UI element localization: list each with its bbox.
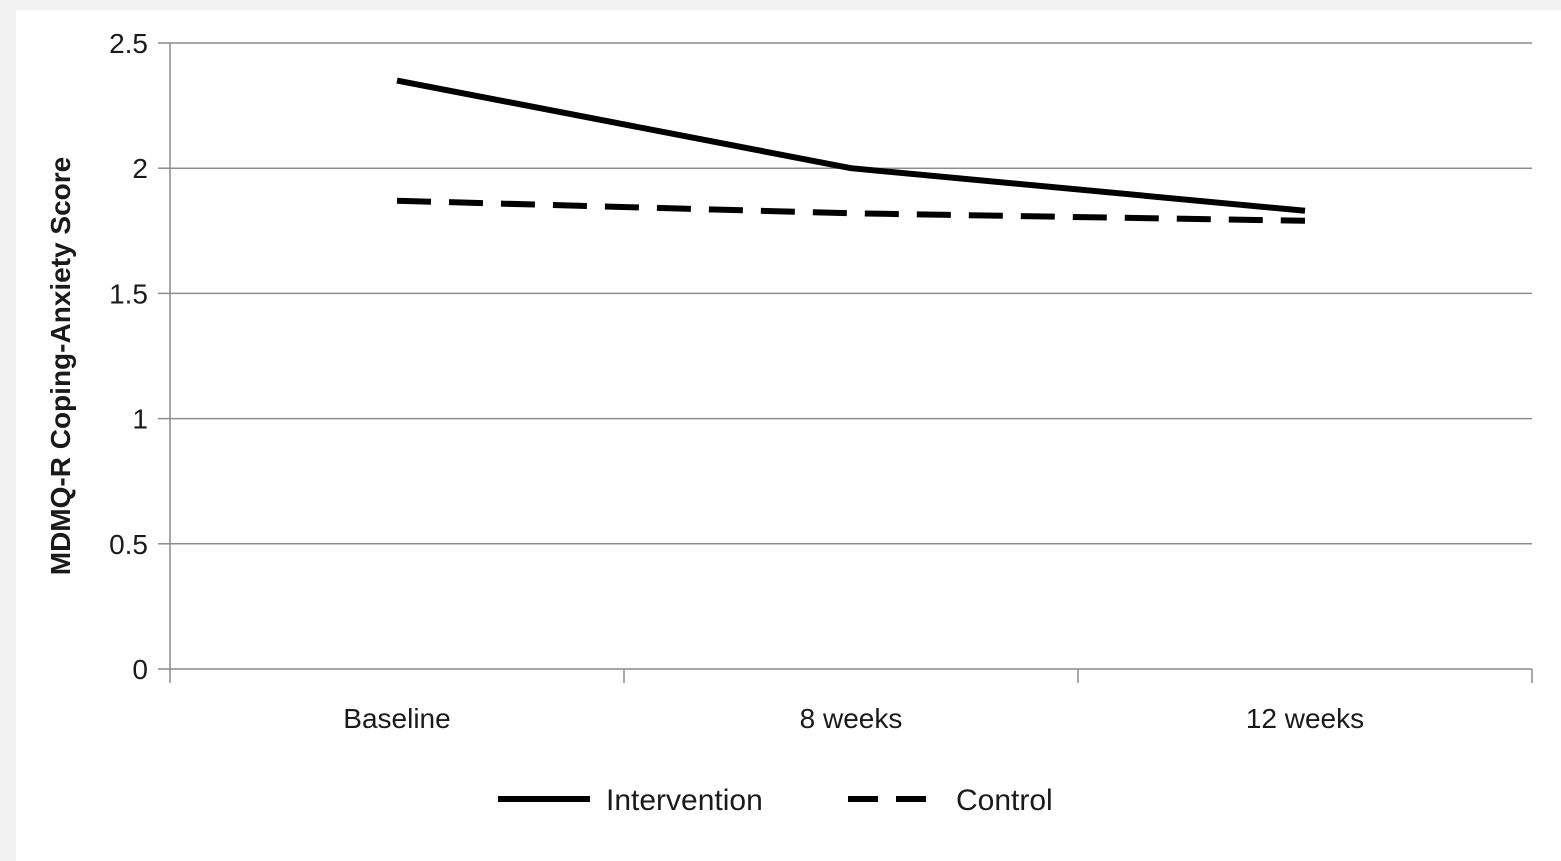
legend-label-control: Control <box>956 784 1053 817</box>
series-line-control <box>396 197 1306 224</box>
series-line-intervention <box>396 77 1306 214</box>
chart-frame: 0 0.5 1 1.5 2 2.5 Baseline 8 weeks 12 weeks MDM… <box>16 10 1561 861</box>
gridlines <box>170 42 1532 545</box>
y-tick-label-0: 0 <box>132 654 148 685</box>
y-tick-label-5: 2.5 <box>109 28 148 59</box>
axes <box>158 42 1533 683</box>
x-tick-label-baseline: Baseline <box>343 703 450 734</box>
x-tick-labels: Baseline 8 weeks 12 weeks <box>343 703 1364 734</box>
legend: Intervention Control <box>498 784 1053 817</box>
y-tick-label-3: 1.5 <box>109 278 148 309</box>
series-lines <box>396 77 1306 224</box>
y-tick-label-2: 1 <box>132 404 148 435</box>
line-chart: 0 0.5 1 1.5 2 2.5 Baseline 8 weeks 12 weeks MDM… <box>45 28 1533 817</box>
legend-label-intervention: Intervention <box>606 784 763 817</box>
y-tick-labels: 0 0.5 1 1.5 2 2.5 <box>109 28 148 685</box>
y-axis-label: MDMQ-R Coping-Anxiety Score <box>45 157 76 575</box>
x-tick-label-12-weeks: 12 weeks <box>1246 703 1364 734</box>
y-tick-label-1: 0.5 <box>109 529 148 560</box>
y-tick-label-4: 2 <box>132 153 148 184</box>
x-tick-label-8-weeks: 8 weeks <box>800 703 903 734</box>
